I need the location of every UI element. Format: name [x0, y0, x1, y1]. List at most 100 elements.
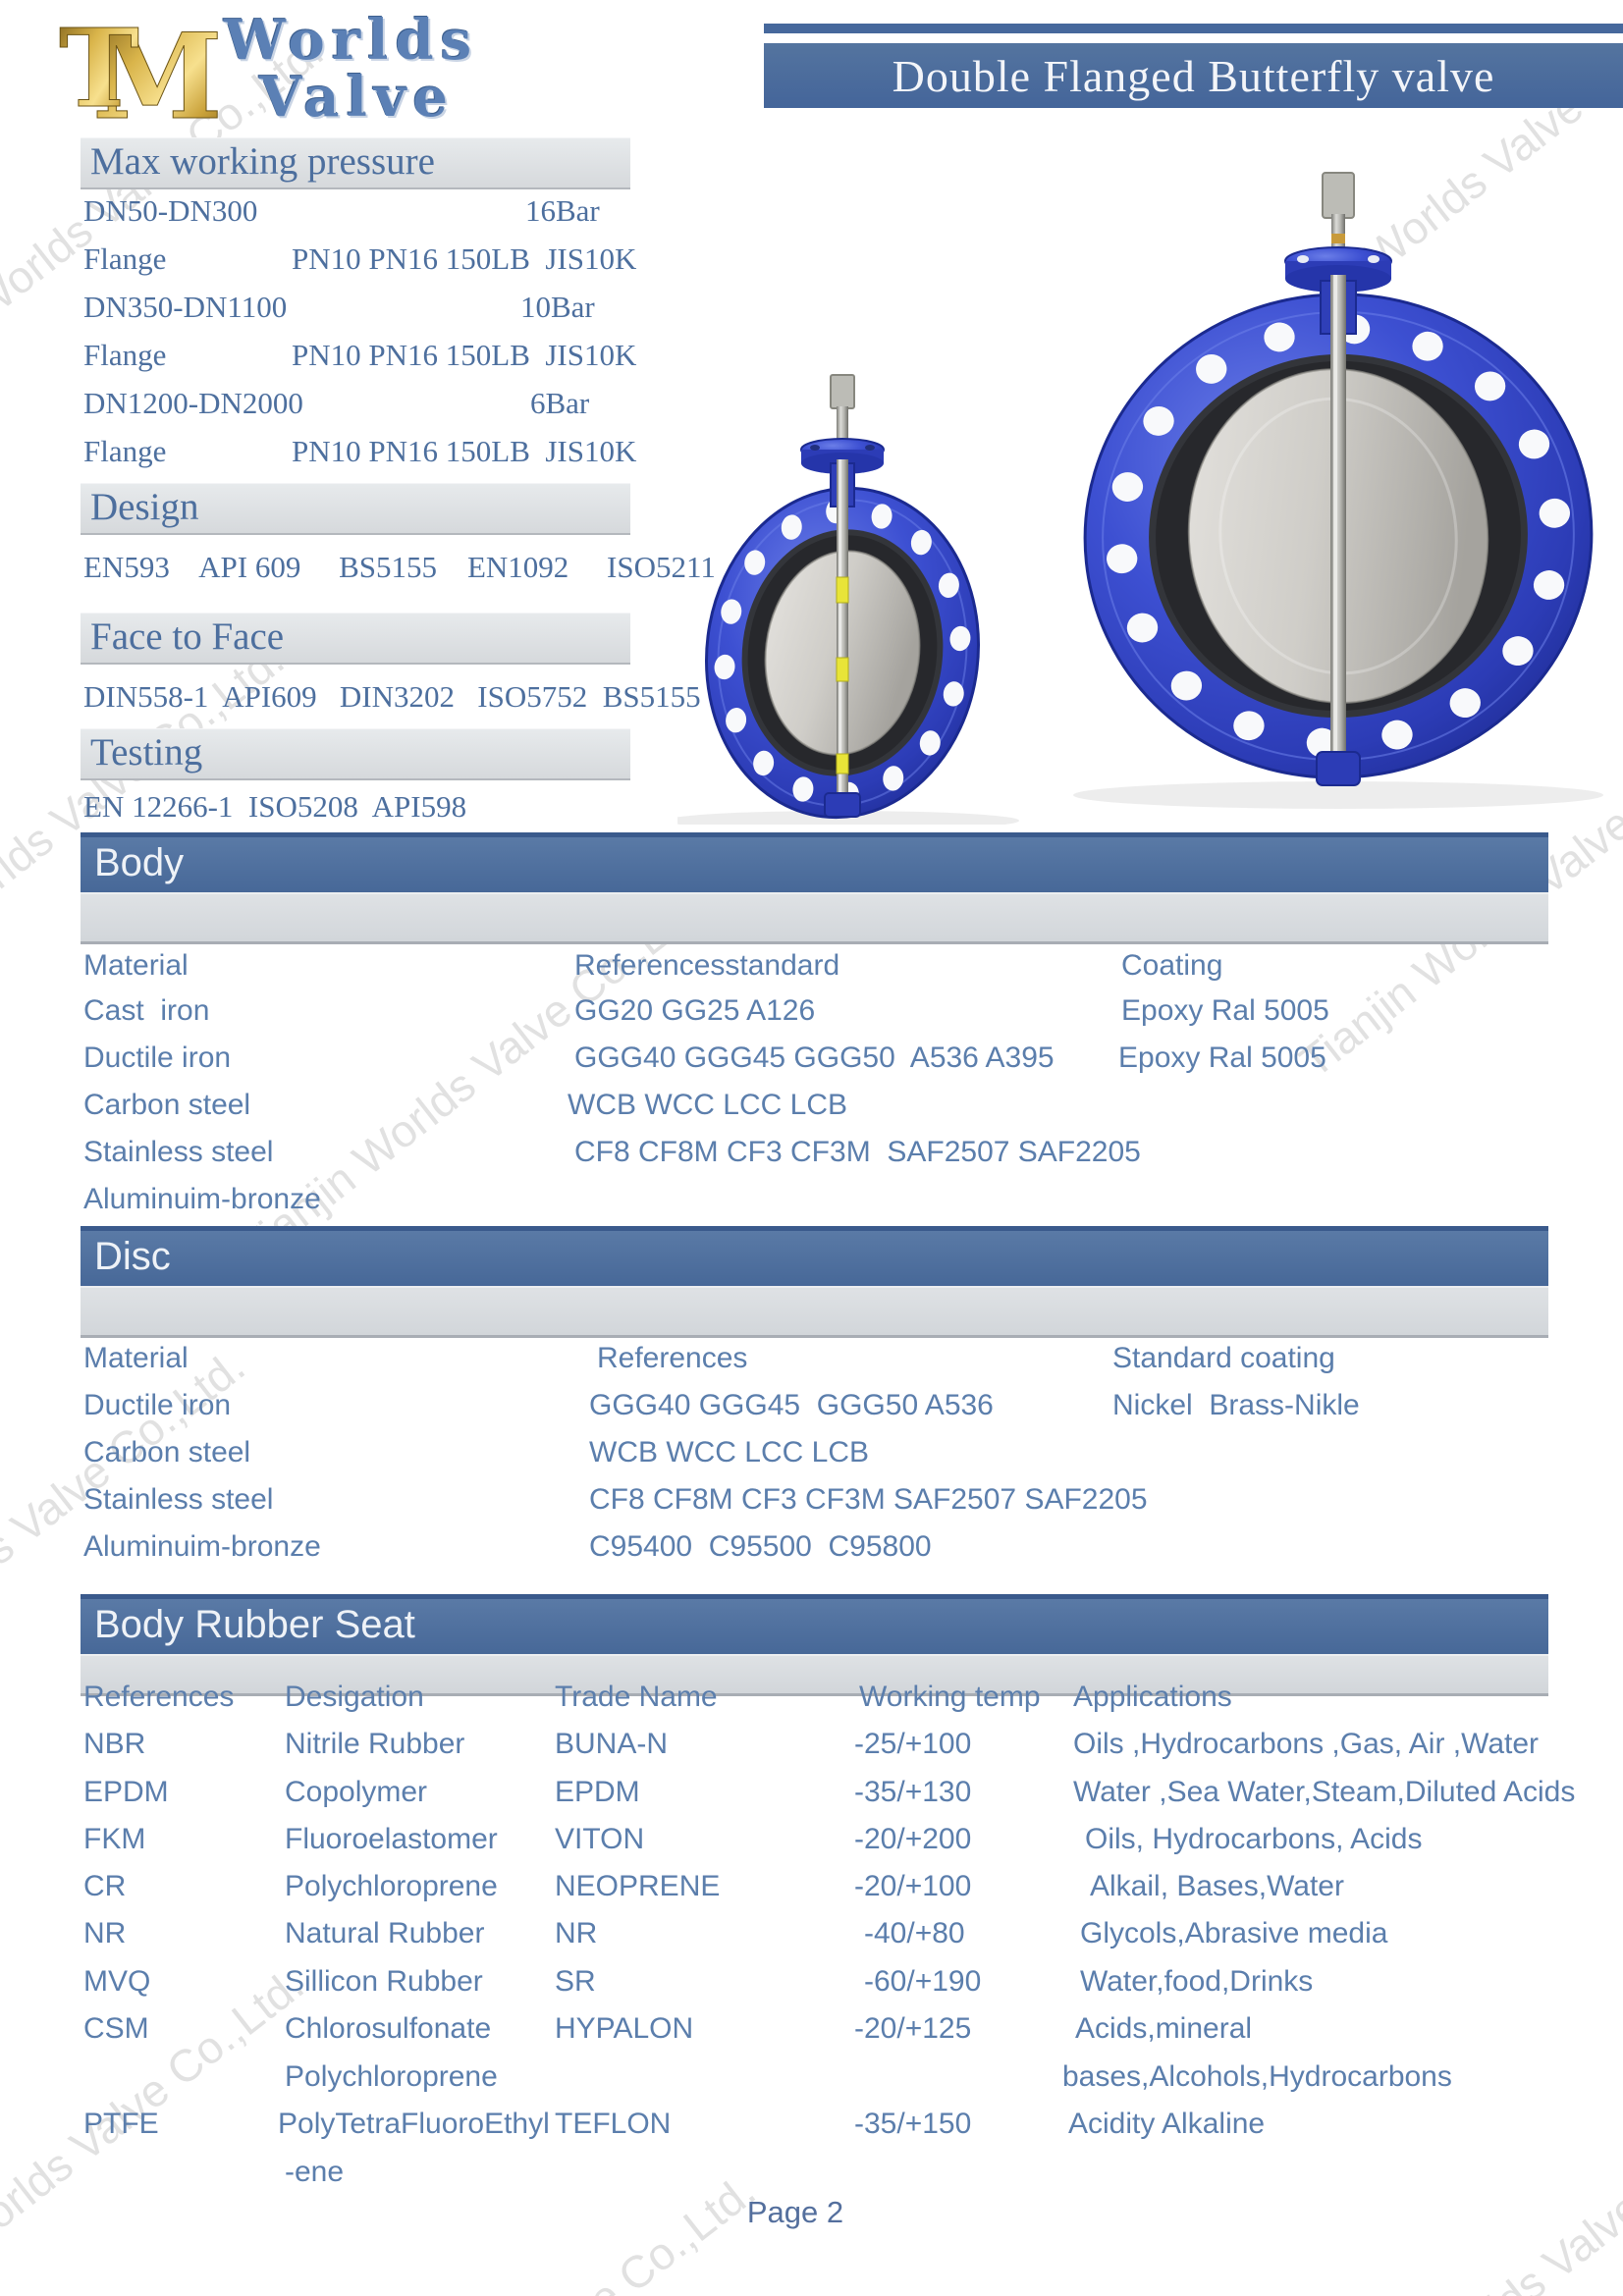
cell-material: Carbon steel	[83, 1089, 251, 1121]
heading-label: Face to Face	[90, 615, 285, 658]
cell-coating: Epoxy Ral 5005	[1118, 1041, 1326, 1074]
cell-references: C95400 C95500 C95800	[589, 1530, 932, 1563]
svg-text:T: T	[59, 6, 139, 128]
table-header-row: References Desigation Trade Name Working…	[0, 1681, 1623, 1724]
column-header-applications: Applications	[1073, 1681, 1232, 1713]
cell-references: CF8 CF8M CF3 CF3M SAF2507 SAF2205	[574, 1136, 1141, 1168]
column-header-references: Referencesstandard	[574, 949, 840, 982]
cell-references: FKM	[83, 1823, 146, 1855]
table-row: FKM Fluoroelastomer VITON -20/+200 Oils,…	[0, 1823, 1623, 1866]
column-header-references: References	[83, 1681, 235, 1713]
cell-coating: Epoxy Ral 5005	[1121, 994, 1329, 1027]
cell-applications: Glycols,Abrasive media	[1080, 1917, 1388, 1949]
table-row: MVQ Sillicon Rubber SR -60/+190 Water,fo…	[0, 1965, 1623, 2008]
column-header-material: Material	[83, 1342, 189, 1374]
table-row: Ductile iron GGG40 GGG45 GGG50 A536 Nick…	[0, 1389, 1623, 1432]
page-title-banner: Double Flanged Butterfly valve	[764, 43, 1623, 108]
page-number: Page 2	[746, 2195, 844, 2229]
heading-testing: Testing	[81, 728, 630, 780]
flange-label: Flange	[83, 338, 167, 372]
cell-applications: Water ,Sea Water,Steam,Diluted Acids	[1073, 1776, 1576, 1808]
table-header-row: Material Referencesstandard Coating	[0, 949, 1623, 992]
column-header-references: References	[597, 1342, 748, 1374]
table-row: Cast iron GG20 GG25 A126 Epoxy Ral 5005	[0, 994, 1623, 1038]
table-row: Carbon steel WCB WCC LCC LCB	[0, 1089, 1623, 1132]
heading-face-to-face: Face to Face	[81, 613, 630, 665]
cell-applications: Water,food,Drinks	[1080, 1965, 1314, 1998]
heading-max-working-pressure: Max working pressure	[81, 137, 630, 189]
table-row: Carbon steel WCB WCC LCC LCB	[0, 1436, 1623, 1479]
section-title: Body Rubber Seat	[94, 1603, 415, 1646]
table-row: NR Natural Rubber NR -40/+80 Glycols,Abr…	[0, 1917, 1623, 1960]
table-row: Aluminuim-bronze C95400 C95500 C95800	[0, 1530, 1623, 1574]
table-row-continuation: -ene	[0, 2156, 1623, 2199]
face-to-face-standards: DIN558-1 API609 DIN3202 ISO5752 BS5155	[83, 679, 701, 714]
table-row: Ductile iron GGG40 GGG45 GGG50 A536 A395…	[0, 1041, 1623, 1085]
heading-design: Design	[81, 483, 630, 535]
cell-trade-name: SR	[555, 1965, 596, 1998]
cell-working-temp: -40/+80	[864, 1917, 965, 1949]
cell-working-temp: -20/+200	[854, 1823, 972, 1855]
section-title: Disc	[94, 1235, 171, 1278]
table-row: Stainless steel CF8 CF8M CF3 CF3M SAF250…	[0, 1136, 1623, 1179]
cell-designation: PolyTetraFluoroEthyl	[278, 2108, 550, 2140]
cell-designation: Fluoroelastomer	[285, 1823, 498, 1855]
butterfly-valve-large-image	[1073, 172, 1603, 809]
flange-label: Flange	[83, 434, 167, 468]
cell-material: Carbon steel	[83, 1436, 251, 1468]
cell-applications: Oils, Hydrocarbons, Acids	[1085, 1823, 1423, 1855]
cell-working-temp: -60/+190	[864, 1965, 982, 1998]
table-row: NBR Nitrile Rubber BUNA-N -25/+100 Oils …	[0, 1728, 1623, 1771]
section-subbar-body-rubber-seat	[81, 1654, 1548, 1696]
cell-trade-name: VITON	[555, 1823, 645, 1855]
cell-trade-name: NEOPRENE	[555, 1870, 721, 1902]
section-bar-body-rubber-seat: Body Rubber Seat	[81, 1594, 1548, 1654]
cell-references: CR	[83, 1870, 127, 1902]
heading-label: Testing	[90, 731, 203, 774]
cell-trade-name: BUNA-N	[555, 1728, 669, 1760]
pressure-size-range: DN50-DN300	[83, 193, 258, 228]
cell-references: GGG40 GGG45 GGG50 A536 A395	[574, 1041, 1055, 1074]
table-row: CR Polychloroprene NEOPRENE -20/+100 Alk…	[0, 1870, 1623, 1913]
cell-references: GG20 GG25 A126	[574, 994, 816, 1027]
flange-standards: PN10 PN16 150LB JIS10K	[292, 241, 637, 276]
cell-references: CSM	[83, 2012, 149, 2045]
cell-coating: Nickel Brass-Nikle	[1112, 1389, 1360, 1421]
cell-designation: Natural Rubber	[285, 1917, 485, 1949]
cell-working-temp: -35/+150	[854, 2108, 972, 2140]
company-name-line1: Worlds	[224, 8, 479, 73]
svg-text:M: M	[92, 8, 223, 128]
cell-material: Cast iron	[83, 994, 210, 1027]
cell-references: NR	[83, 1917, 127, 1949]
section-bar-disc: Disc	[81, 1226, 1548, 1286]
cell-designation: Sillicon Rubber	[285, 1965, 483, 1998]
table-row: CSM Chlorosulfonate HYPALON -20/+125 Aci…	[0, 2012, 1623, 2056]
cell-references: WCB WCC LCC LCB	[589, 1436, 870, 1468]
column-header-material: Material	[83, 949, 189, 982]
cell-references: MVQ	[83, 1965, 151, 1998]
heading-label: Max working pressure	[90, 140, 435, 183]
cell-designation: Polychloroprene	[285, 1870, 498, 1902]
cell-applications: Acids,mineral	[1075, 2012, 1253, 2045]
cell-trade-name: EPDM	[555, 1776, 640, 1808]
cell-trade-name: HYPALON	[555, 2012, 694, 2045]
cell-references: CF8 CF8M CF3 CF3M SAF2507 SAF2205	[589, 1483, 1148, 1516]
cell-material: Stainless steel	[83, 1136, 274, 1168]
cell-designation: Nitrile Rubber	[285, 1728, 465, 1760]
pressure-value: 16Bar	[525, 193, 600, 228]
cell-applications: Alkail, Bases,Water	[1090, 1870, 1344, 1902]
column-header-coating: Standard coating	[1112, 1342, 1335, 1374]
cell-material: Ductile iron	[83, 1389, 232, 1421]
table-row: Stainless steel CF8 CF8M CF3 CF3M SAF250…	[0, 1483, 1623, 1526]
cell-designation-cont: Polychloroprene	[285, 2060, 498, 2093]
flange-label: Flange	[83, 241, 167, 276]
valve-stem-large	[1284, 172, 1392, 786]
cell-references: EPDM	[83, 1776, 169, 1808]
cell-applications: Acidity Alkaline	[1068, 2108, 1266, 2140]
cell-designation: Chlorosulfonate	[285, 2012, 492, 2045]
testing-standards: EN 12266-1 ISO5208 API598	[83, 789, 467, 824]
cell-working-temp: -20/+100	[854, 1870, 972, 1902]
cell-applications: Oils ,Hydrocarbons ,Gas, Air ,Water	[1073, 1728, 1540, 1760]
table-header-row: Material References Standard coating	[0, 1342, 1623, 1385]
